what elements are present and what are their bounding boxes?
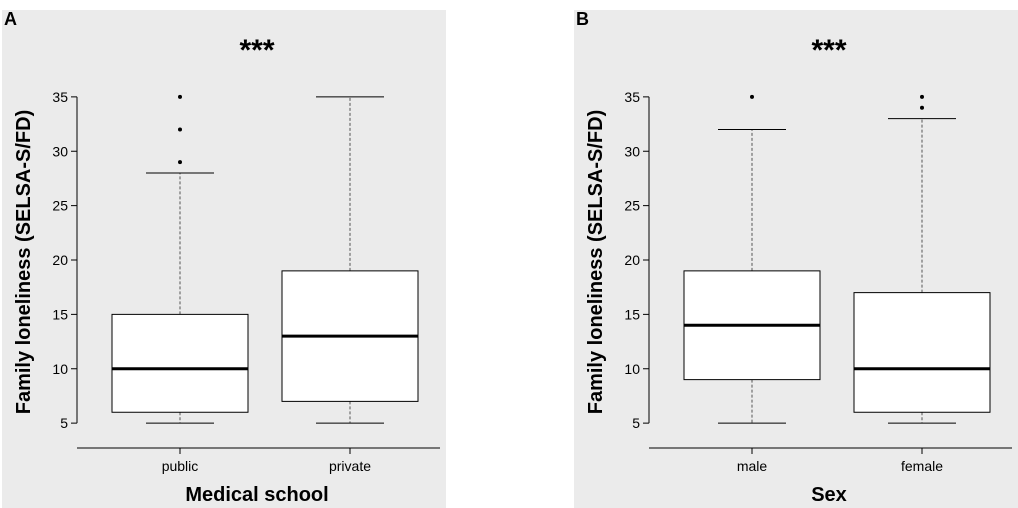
- x-tick-label: male: [737, 458, 768, 474]
- chart-panel-a: A *** 5 10 15 20 25 30 35 Family loneliness (SEL…: [2, 9, 446, 508]
- y-tick-label: 20: [52, 252, 68, 268]
- x-axis-label: Sex: [811, 484, 847, 506]
- outlier-point: [178, 160, 182, 165]
- y-tick-label: 5: [632, 415, 640, 431]
- outlier-point: [750, 94, 754, 99]
- chart-panel-b: B *** 5 10 15 20 25 30 35 Family loneliness (SEL…: [574, 9, 1018, 508]
- boxplot-sex: *** 5 10 15 20 25 30 35 Family loneliness (SELSA…: [585, 34, 1012, 506]
- outlier-point: [920, 105, 924, 110]
- panel-label: A: [4, 9, 17, 29]
- y-axis-label: Family loneliness (SELSA-S/FD): [585, 110, 607, 415]
- x-tick-label: public: [162, 458, 199, 474]
- chart-title: ***: [811, 34, 846, 67]
- x-tick-label: female: [901, 458, 943, 474]
- outlier-point: [920, 94, 924, 99]
- panel-label: B: [576, 9, 589, 29]
- y-tick-label: 30: [52, 143, 68, 159]
- y-tick-label: 30: [624, 143, 640, 159]
- x-tick-label: private: [329, 458, 371, 474]
- y-tick-label: 20: [624, 252, 640, 268]
- iqr-box: [111, 313, 249, 413]
- y-tick-label: 15: [52, 306, 68, 322]
- chart-title: ***: [239, 34, 274, 67]
- y-tick-label: 10: [624, 361, 640, 377]
- y-axis-label: Family loneliness (SELSA-S/FD): [13, 110, 35, 415]
- y-tick-label: 5: [60, 415, 68, 431]
- outlier-point: [178, 94, 182, 99]
- y-tick-label: 10: [52, 361, 68, 377]
- iqr-box: [853, 292, 991, 413]
- y-tick-label: 25: [624, 198, 640, 214]
- y-tick-label: 35: [624, 89, 640, 105]
- y-tick-label: 35: [52, 89, 68, 105]
- y-tick-label: 25: [52, 198, 68, 214]
- y-tick-label: 15: [624, 306, 640, 322]
- boxplot-medical-school: *** 5 10 15 20 25 30 35 Family loneliness (SELSA…: [13, 34, 440, 506]
- outlier-point: [178, 127, 182, 132]
- x-axis-label: Medical school: [185, 484, 328, 506]
